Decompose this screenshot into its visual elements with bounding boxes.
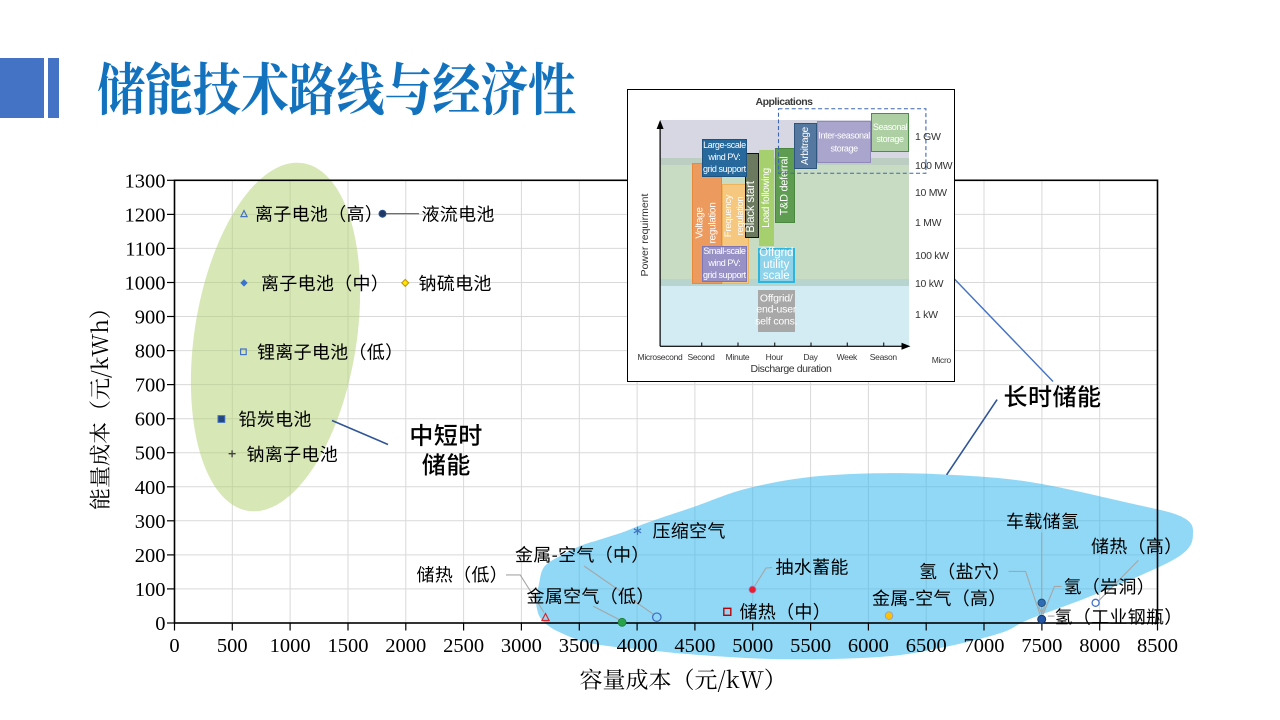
svg-text:200: 200 (135, 545, 166, 567)
svg-text:3000: 3000 (501, 635, 542, 657)
svg-text:1000: 1000 (125, 273, 166, 295)
svg-text:400: 400 (135, 477, 166, 499)
svg-text:1500: 1500 (328, 635, 369, 657)
svg-text:500: 500 (217, 635, 248, 657)
svg-text:0: 0 (155, 613, 165, 635)
svg-text:900: 900 (135, 307, 166, 329)
svg-text:7000: 7000 (964, 635, 1005, 657)
svg-text:500: 500 (135, 443, 166, 465)
svg-text:4000: 4000 (617, 635, 658, 657)
svg-text:6000: 6000 (848, 635, 889, 657)
svg-text:100: 100 (135, 579, 166, 601)
svg-text:7500: 7500 (1021, 635, 1062, 657)
svg-text:8000: 8000 (1079, 635, 1120, 657)
svg-text:700: 700 (135, 375, 166, 397)
svg-text:2000: 2000 (385, 635, 426, 657)
svg-text:1000: 1000 (270, 635, 311, 657)
svg-text:600: 600 (135, 409, 166, 431)
svg-text:5000: 5000 (732, 635, 773, 657)
svg-text:2500: 2500 (443, 635, 484, 657)
svg-text:8500: 8500 (1137, 635, 1178, 657)
svg-text:3500: 3500 (559, 635, 600, 657)
svg-text:0: 0 (169, 635, 179, 657)
svg-text:1300: 1300 (125, 170, 166, 192)
svg-text:5500: 5500 (790, 635, 831, 657)
svg-text:4500: 4500 (674, 635, 715, 657)
svg-text:300: 300 (135, 511, 166, 533)
svg-text:1100: 1100 (125, 238, 165, 260)
svg-text:6500: 6500 (906, 635, 947, 657)
svg-text:800: 800 (135, 341, 166, 363)
svg-text:1200: 1200 (125, 204, 166, 226)
